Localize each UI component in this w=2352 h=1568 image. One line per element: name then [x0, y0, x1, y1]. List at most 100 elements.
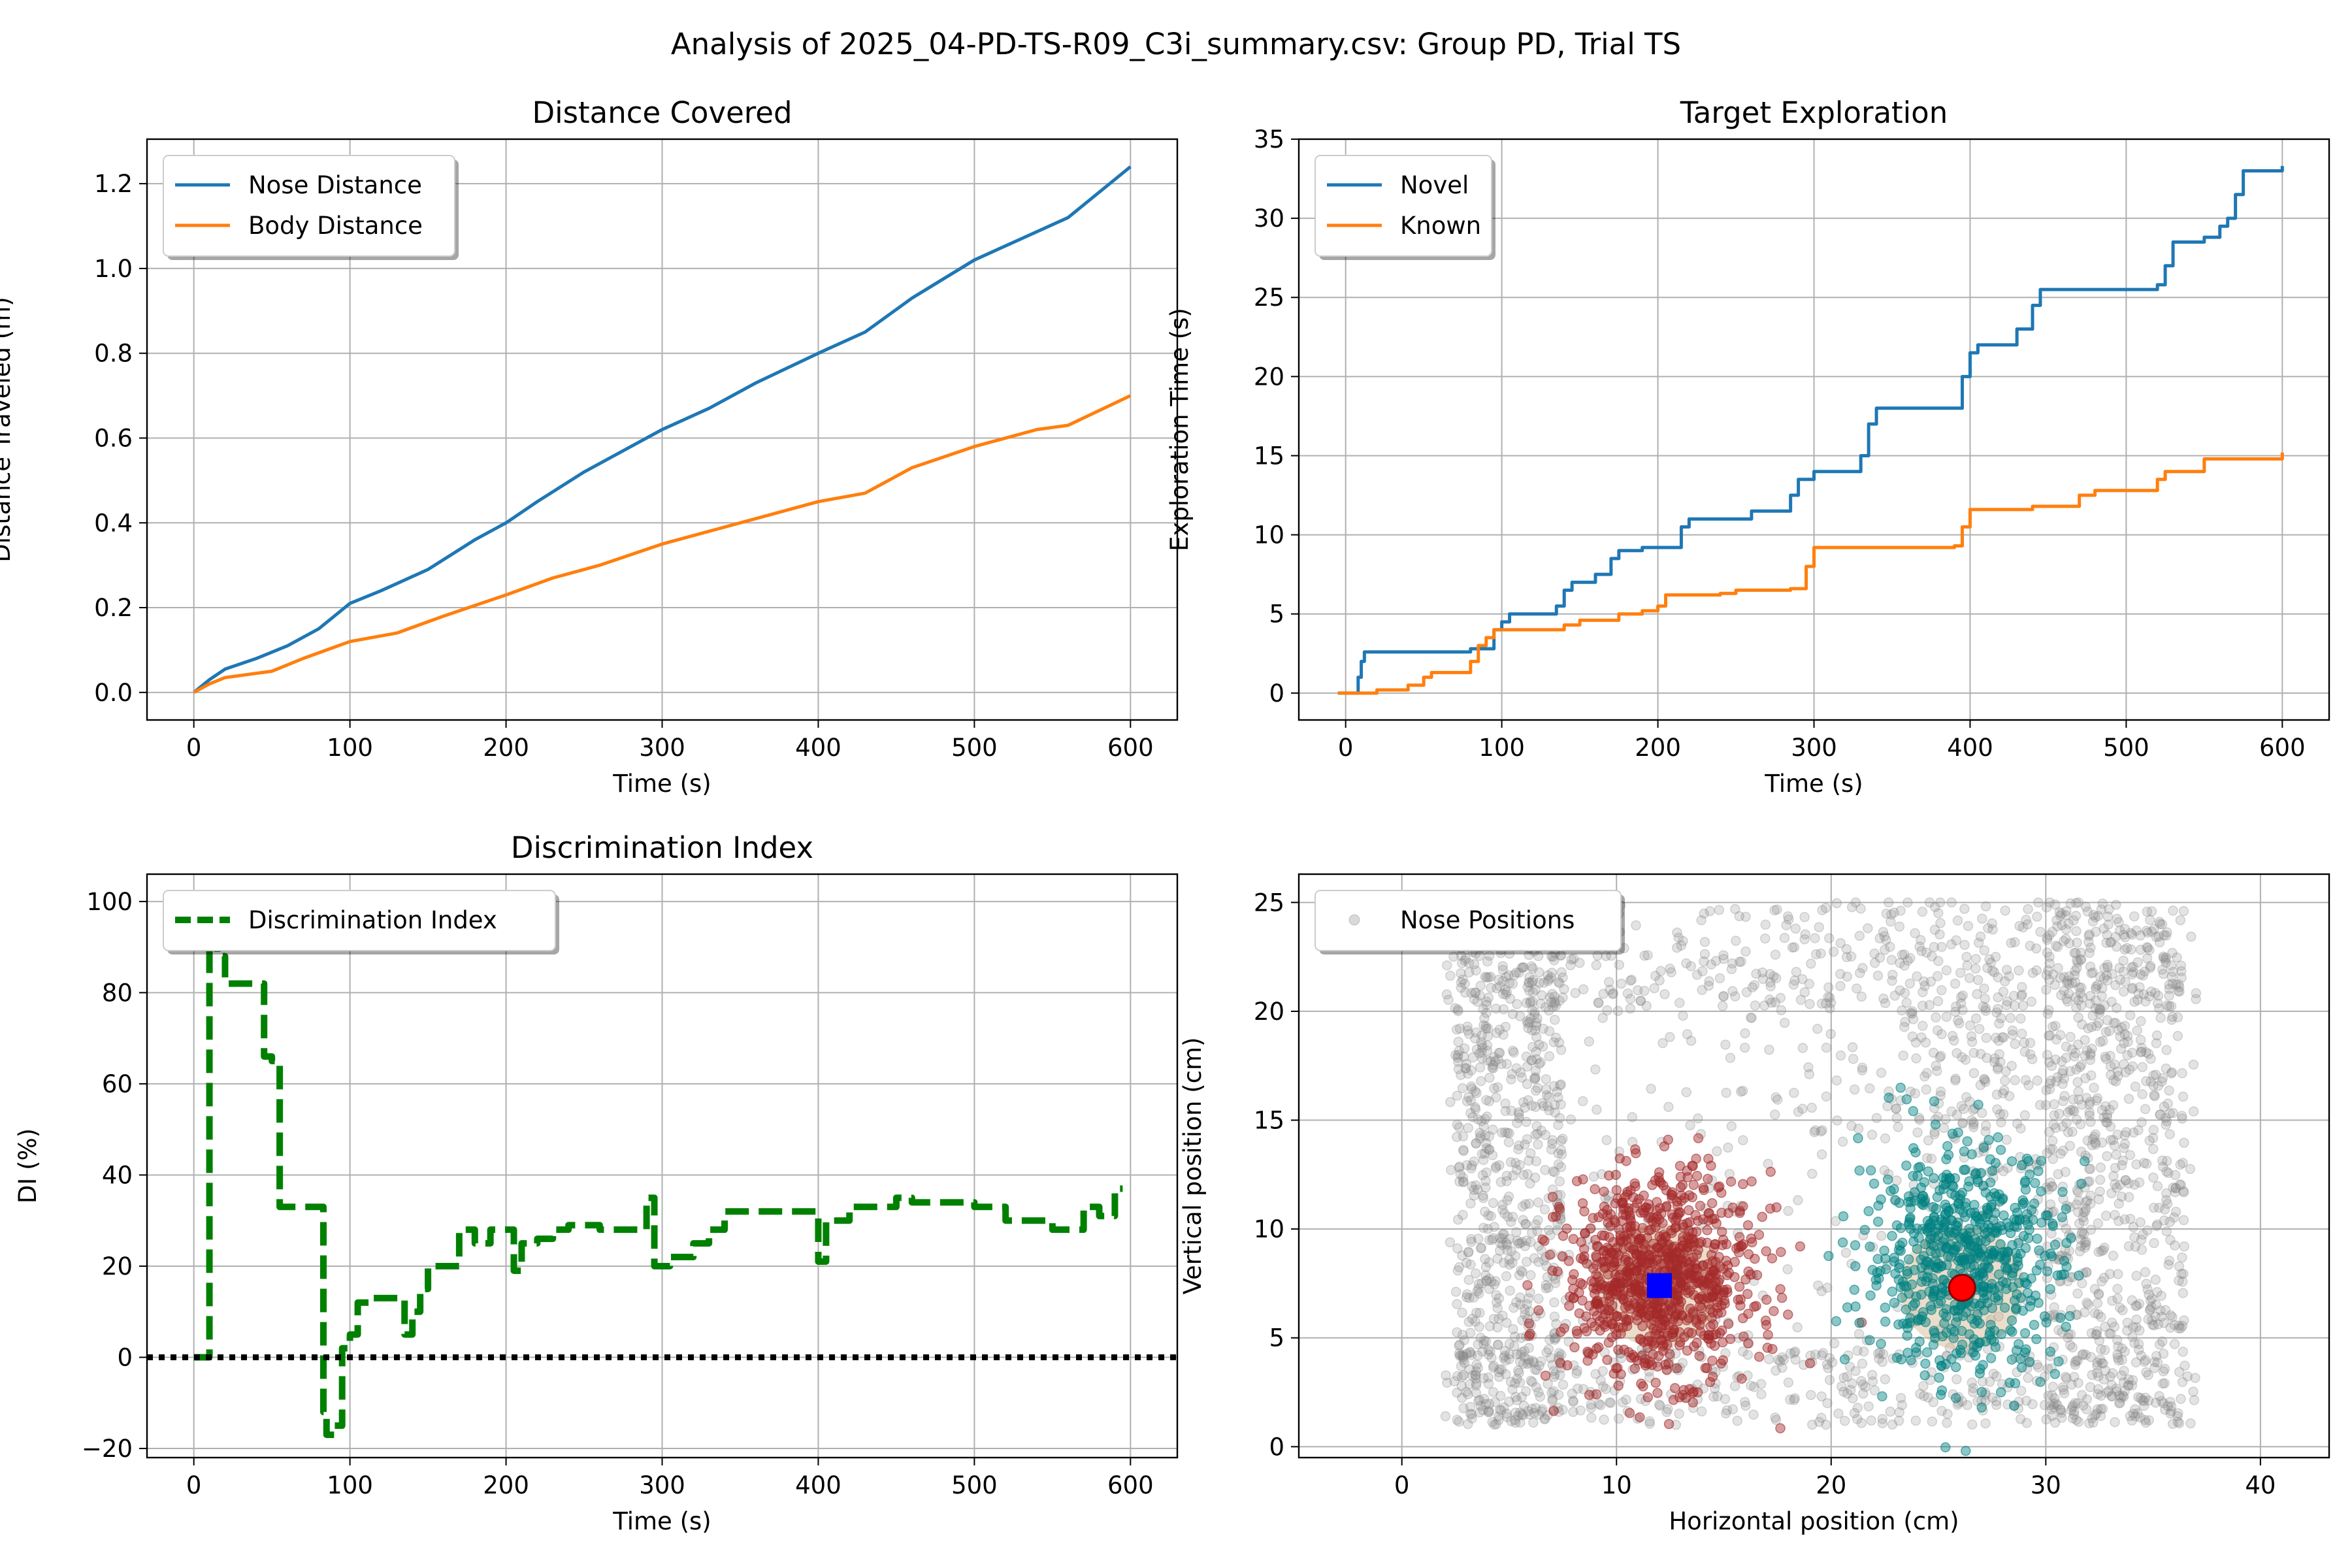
nose-position-point: [1901, 998, 1912, 1008]
nose-position-point: [1534, 977, 1544, 988]
nose-position-point: [1441, 1370, 1451, 1380]
nose-position-point: [2129, 996, 2140, 1007]
nose-position-point: [1727, 958, 1738, 969]
known-exploration-point: [1688, 1179, 1699, 1190]
known-exploration-point: [1629, 1352, 1640, 1362]
nose-position-point: [2157, 1155, 2168, 1166]
nose-position-point: [1783, 1377, 1794, 1388]
nose-position-point: [1565, 1114, 1576, 1125]
nose-position-point: [2159, 1215, 2170, 1226]
nose-position-point: [2127, 1380, 2138, 1391]
nose-position-point: [2158, 1398, 2169, 1409]
nose-position-point: [2111, 941, 2122, 952]
nose-position-point: [1854, 930, 1865, 941]
nose-position-point: [2128, 1222, 2139, 1232]
nose-position-point: [2119, 1143, 2129, 1153]
nose-position-point: [2125, 1213, 2136, 1224]
nose-position-point: [1518, 1215, 1528, 1226]
nose-position-point: [1614, 960, 1625, 970]
nose-position-point: [2117, 1155, 2129, 1166]
x-tick-label: 300: [639, 1471, 685, 1499]
nose-position-point: [2119, 1214, 2130, 1225]
novel-exploration-point: [1837, 1237, 1848, 1248]
nose-position-point: [2119, 1386, 2131, 1396]
nose-position-point: [1897, 949, 1908, 960]
novel-exploration-point: [1865, 1165, 1876, 1176]
nose-position-point: [2042, 1008, 2053, 1019]
nose-position-point: [1553, 1159, 1564, 1169]
nose-position-point: [1842, 1371, 1853, 1382]
nose-position-point: [2000, 1075, 2010, 1086]
known-exploration-point: [1695, 1200, 1706, 1211]
nose-position-point: [1974, 1024, 1985, 1034]
nose-position-point: [2166, 1401, 2177, 1412]
nose-position-point: [2023, 1373, 2033, 1383]
nose-position-point: [1546, 1388, 1557, 1398]
nose-position-point: [1940, 1114, 1951, 1124]
nose-position-point: [1514, 1377, 1526, 1388]
nose-position-point: [2044, 1126, 2055, 1137]
known-exploration-point: [1721, 1256, 1731, 1266]
nose-position-point: [1526, 1100, 1537, 1111]
panel-distance-covered: 0 100 200 300 400 500 6000.00.20.40.60.81.01.2…: [0, 95, 1179, 798]
nose-position-point: [2051, 940, 2061, 951]
nose-position-point: [2106, 1317, 2117, 1328]
nose-position-point: [1932, 1066, 1942, 1076]
nose-position-point: [1475, 981, 1486, 991]
nose-position-point: [1831, 898, 1842, 909]
nose-position-point: [2161, 957, 2171, 968]
nose-position-point: [1465, 1328, 1476, 1338]
nose-position-point: [1550, 1015, 1560, 1025]
nose-position-point: [1533, 1197, 1544, 1208]
novel-exploration-point: [1902, 1330, 1912, 1341]
nose-position-point: [1507, 1211, 1518, 1222]
novel-exploration-point: [1929, 1173, 1939, 1184]
x-tick-label: 400: [795, 1471, 841, 1499]
nose-position-point: [1832, 1115, 1842, 1126]
nose-position-point: [1968, 1068, 1980, 1079]
nose-position-point: [1509, 1047, 1519, 1058]
nose-position-point: [1458, 1131, 1469, 1142]
nose-position-point: [2070, 898, 2082, 908]
nose-position-point: [2110, 1209, 2120, 1220]
nose-position-point: [1947, 1030, 1958, 1041]
nose-position-point: [2044, 897, 2055, 908]
nose-position-point: [1867, 1369, 1878, 1380]
nose-position-point: [2157, 964, 2168, 975]
novel-exploration-point: [2040, 1210, 2051, 1221]
novel-object-marker: [1948, 1273, 1976, 1302]
nose-position-point: [1503, 1191, 1514, 1202]
novel-exploration-point: [2057, 1212, 2068, 1222]
nose-position-point: [1918, 1021, 1928, 1031]
novel-exploration-point: [1865, 1241, 1875, 1252]
nose-position-point: [2178, 906, 2189, 917]
nose-position-point: [1749, 979, 1760, 990]
nose-position-point: [1790, 1354, 1801, 1365]
nose-position-point: [1568, 1407, 1578, 1417]
nose-position-point: [2140, 1417, 2151, 1428]
nose-position-point: [1904, 978, 1916, 989]
nose-position-point: [1501, 972, 1511, 982]
nose-position-point: [1973, 938, 1984, 948]
nose-position-point: [2131, 1301, 2141, 1311]
nose-position-point: [1508, 1170, 1518, 1181]
nose-position-point: [1514, 1292, 1526, 1303]
novel-exploration-point: [1906, 1355, 1916, 1365]
nose-position-point: [1505, 1377, 1516, 1387]
nose-position-point: [1824, 933, 1835, 943]
novel-exploration-point: [1921, 1347, 1933, 1358]
nose-position-point: [2177, 1252, 2187, 1263]
nose-position-point: [2087, 916, 2099, 927]
known-exploration-point: [1678, 1240, 1689, 1251]
nose-position-point: [1511, 1349, 1522, 1360]
nose-position-point: [2168, 1183, 2178, 1193]
nose-position-point: [2141, 1367, 2151, 1378]
nose-position-point: [1957, 1118, 1968, 1129]
nose-position-point: [1527, 1377, 1538, 1388]
nose-position-point: [2106, 937, 2117, 947]
known-exploration-point: [1550, 1211, 1561, 1222]
nose-position-point: [1515, 1265, 1526, 1276]
nose-position-point: [1519, 1352, 1530, 1362]
nose-position-point: [1797, 1043, 1808, 1053]
